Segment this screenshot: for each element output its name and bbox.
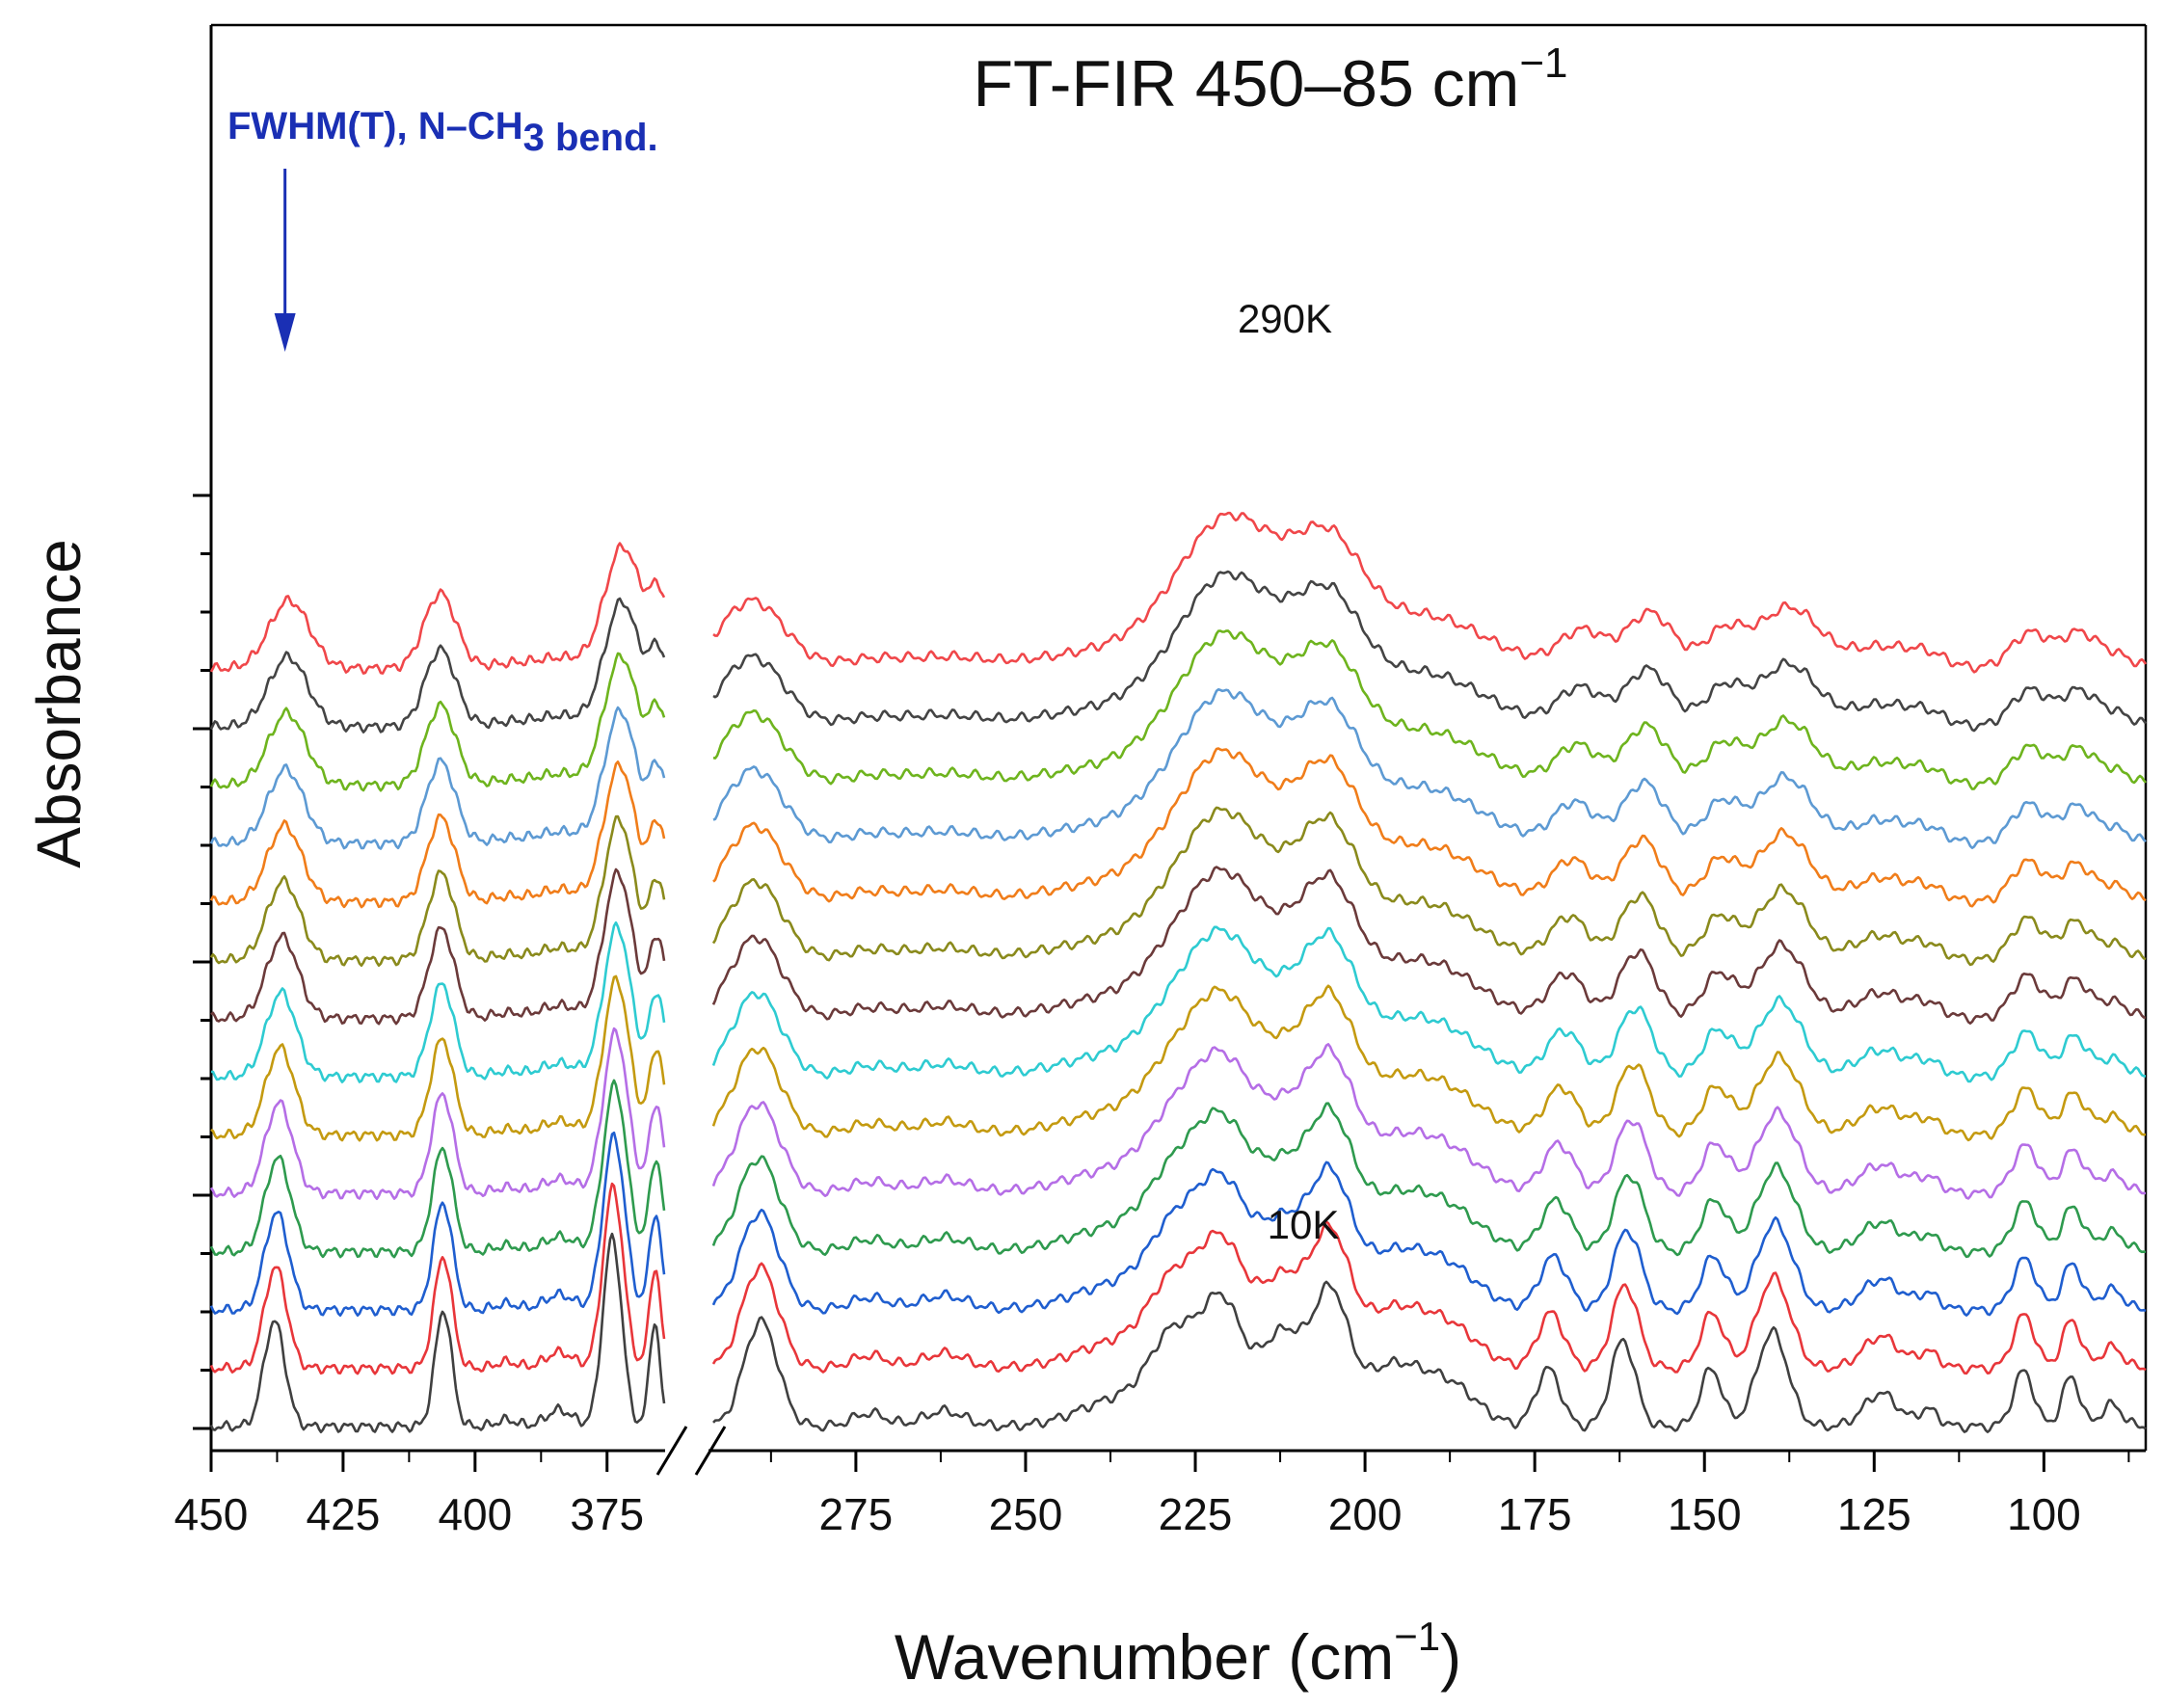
series-line-right — [711, 1161, 2147, 1317]
series-line-left — [209, 597, 666, 734]
series-line-right — [711, 984, 2147, 1142]
series-3 — [209, 1079, 2147, 1259]
series-8 — [209, 806, 2147, 967]
series-line-left — [209, 706, 666, 850]
series-13 — [209, 511, 2148, 675]
x-tick-label: 450 — [174, 1489, 249, 1539]
x-axis-label-text: Wavenumber (cm — [895, 1621, 1394, 1693]
series-line-left — [209, 761, 666, 909]
series-line-left — [209, 652, 666, 792]
series-line-left — [209, 1079, 666, 1259]
x-tick-label: 225 — [1159, 1489, 1233, 1539]
series-line-left — [210, 867, 666, 1026]
chart-title-text: FT-FIR 450–85 cm — [973, 47, 1519, 120]
plot-frame — [209, 23, 2148, 1476]
series-7 — [210, 866, 2147, 1026]
series-6 — [210, 921, 2146, 1083]
chart-title-superscript: −1 — [1519, 40, 1567, 87]
series-12 — [209, 570, 2148, 734]
x-tick-label: 100 — [2007, 1489, 2081, 1539]
series-line-left — [209, 1232, 666, 1433]
series-line-right — [712, 688, 2147, 849]
series-line-left — [209, 1131, 666, 1317]
series-line-right — [712, 570, 2148, 733]
x-tick-label: 150 — [1668, 1489, 1742, 1539]
series-line-left — [210, 974, 666, 1142]
series-11 — [209, 629, 2148, 792]
series-line-right — [712, 1280, 2147, 1433]
x-tick-label: 425 — [307, 1489, 381, 1539]
fwhm-annotation-label: FWHM(T), N–CH3 bend. — [227, 105, 658, 159]
axis-break-mark-2 — [694, 1426, 727, 1476]
series-line-left — [209, 814, 666, 967]
x-tick-label: 200 — [1328, 1489, 1403, 1539]
y-axis-label: Absorbance — [24, 539, 94, 868]
y-axis-ticks — [193, 494, 211, 1430]
label-10k: 10K — [1268, 1202, 1340, 1247]
fwhm-annotation-subscript: 3 — [523, 117, 545, 159]
x-axis-label: Wavenumber (cm−1) — [895, 1614, 1461, 1693]
x-tick-label: 175 — [1498, 1489, 1572, 1539]
fwhm-arrow-head — [274, 313, 296, 352]
x-axis-label-superscript: −1 — [1394, 1614, 1440, 1659]
series-line-right — [712, 629, 2148, 790]
series-line-left — [209, 542, 666, 675]
series-10 — [209, 688, 2147, 850]
series-line-right — [711, 1102, 2147, 1259]
series-line-right — [712, 747, 2147, 908]
x-tick-label: 375 — [570, 1489, 644, 1539]
series-5 — [210, 974, 2147, 1142]
series-line-right — [711, 806, 2147, 967]
spectra-series — [209, 511, 2148, 1433]
series-2 — [209, 1131, 2147, 1317]
x-tick-label: 275 — [819, 1489, 894, 1539]
series-1 — [209, 1182, 2147, 1375]
fwhm-annotation-text: FWHM(T), N–CH — [227, 105, 523, 147]
x-tick-label: 125 — [1837, 1489, 1911, 1539]
series-line-right — [711, 1220, 2147, 1375]
series-line-right — [712, 511, 2148, 674]
series-line-right — [711, 866, 2147, 1025]
series-line-right — [711, 925, 2146, 1083]
series-line-right — [711, 1043, 2146, 1200]
x-axis-label-suffix: ) — [1440, 1621, 1461, 1693]
series-0 — [209, 1232, 2147, 1433]
series-line-left — [210, 921, 666, 1083]
x-tick-label: 250 — [989, 1489, 1063, 1539]
series-line-left — [209, 1027, 666, 1200]
axis-break-mark-1 — [655, 1426, 688, 1476]
label-290k: 290K — [1238, 296, 1332, 341]
series-9 — [209, 747, 2147, 909]
x-tick-label: 400 — [438, 1489, 512, 1539]
chart-title: FT-FIR 450–85 cm−1 — [973, 40, 1567, 120]
x-axis-ticks: 450 425 400 375 275 250 225 200 175 150 125 100 — [174, 1451, 2130, 1539]
series-line-left — [209, 1182, 666, 1375]
fwhm-annotation-suffix: bend. — [545, 117, 658, 159]
series-4 — [209, 1027, 2146, 1200]
